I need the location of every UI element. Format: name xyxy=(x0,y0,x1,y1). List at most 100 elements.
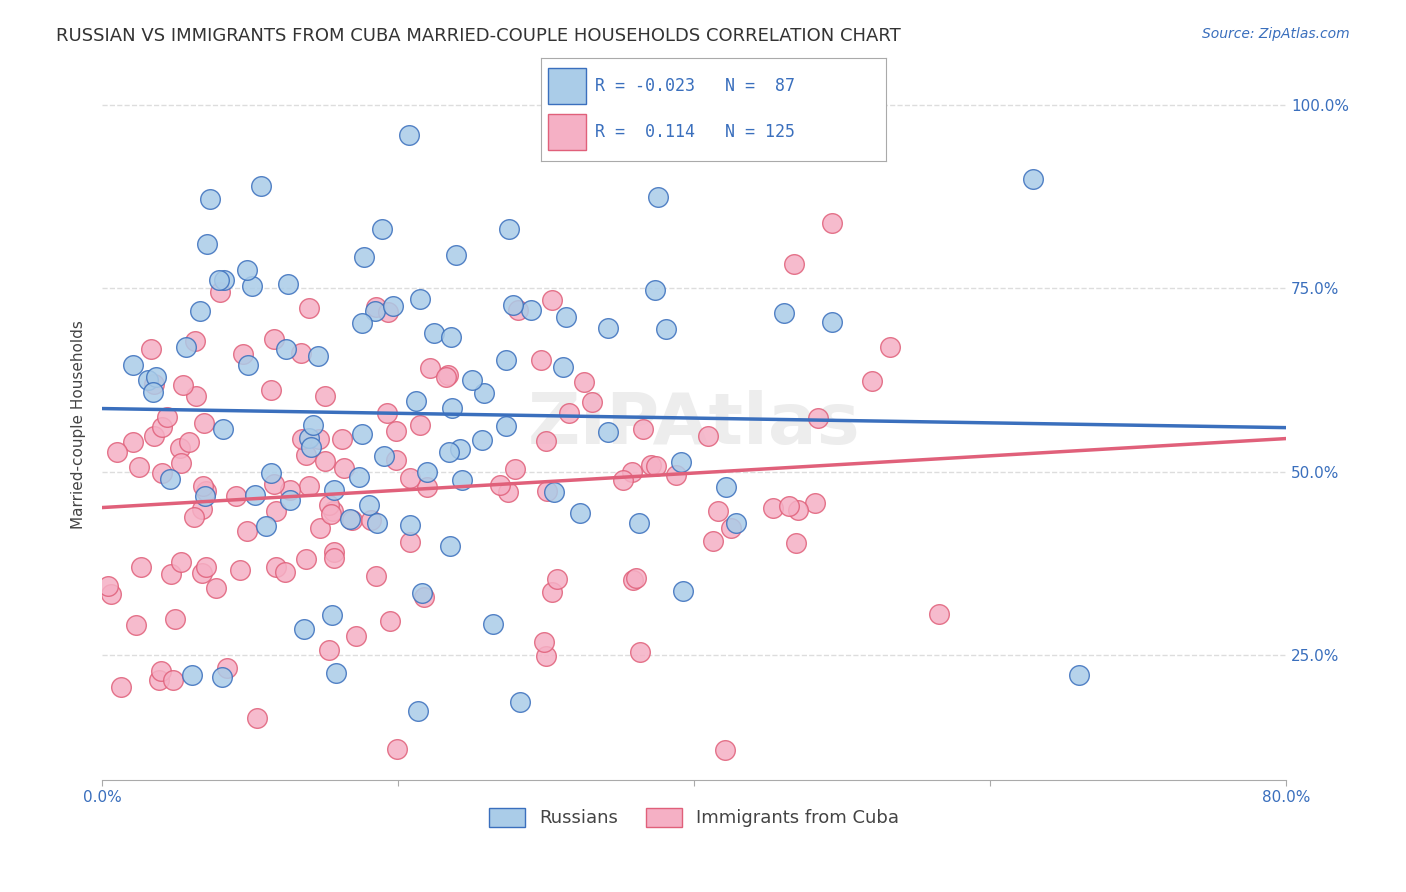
Point xyxy=(533,635,555,649)
Point xyxy=(520,303,543,318)
Text: ZIPAtlas: ZIPAtlas xyxy=(527,390,860,458)
Point xyxy=(278,483,301,497)
Point xyxy=(121,434,143,449)
Point xyxy=(706,504,728,518)
Point xyxy=(193,416,215,430)
Point xyxy=(530,353,553,368)
Point xyxy=(212,422,235,436)
Point xyxy=(186,389,208,403)
Point xyxy=(110,680,132,694)
Point xyxy=(163,611,186,625)
Point xyxy=(373,450,395,464)
Point xyxy=(437,445,460,459)
Point xyxy=(292,622,315,636)
Point xyxy=(654,322,676,336)
Point xyxy=(339,512,361,526)
Point xyxy=(353,250,375,264)
Point xyxy=(416,465,439,479)
Text: Source: ZipAtlas.com: Source: ZipAtlas.com xyxy=(1202,27,1350,41)
Point xyxy=(340,513,363,527)
Point xyxy=(97,578,120,592)
Point xyxy=(787,503,810,517)
Point xyxy=(142,384,165,399)
Point xyxy=(375,406,398,420)
Point xyxy=(360,513,382,527)
Point xyxy=(177,435,200,450)
Point xyxy=(557,406,579,420)
Point xyxy=(405,393,427,408)
Bar xyxy=(548,69,586,104)
Point xyxy=(416,480,439,494)
Point xyxy=(412,590,434,604)
Point xyxy=(170,555,193,569)
Point xyxy=(702,534,724,549)
Point xyxy=(277,277,299,292)
Point xyxy=(546,572,568,586)
Point xyxy=(139,342,162,356)
Point xyxy=(225,489,247,503)
Point xyxy=(150,466,173,480)
Point xyxy=(821,314,844,328)
Point xyxy=(860,374,883,388)
Point xyxy=(508,302,530,317)
Point xyxy=(626,571,648,585)
Point xyxy=(449,442,471,456)
Point xyxy=(145,370,167,384)
Point xyxy=(411,586,433,600)
Point xyxy=(803,496,825,510)
Point xyxy=(322,545,344,559)
Point xyxy=(321,608,343,623)
Point xyxy=(384,424,406,438)
Point xyxy=(509,695,531,709)
Point xyxy=(644,458,666,473)
Point xyxy=(783,257,806,271)
Point xyxy=(100,587,122,601)
Point xyxy=(366,568,388,582)
Legend: Russians, Immigrants from Cuba: Russians, Immigrants from Cuba xyxy=(482,801,907,835)
Point xyxy=(807,411,830,425)
Point xyxy=(152,420,174,434)
Point xyxy=(263,477,285,491)
Point xyxy=(366,300,388,314)
Point xyxy=(107,445,129,459)
Point xyxy=(409,417,432,432)
Point xyxy=(644,283,666,297)
Point xyxy=(879,340,901,354)
Point xyxy=(569,506,592,520)
Point xyxy=(536,484,558,499)
Point xyxy=(148,673,170,687)
Point xyxy=(322,504,344,518)
Point xyxy=(195,560,218,574)
Point xyxy=(308,433,330,447)
Point xyxy=(142,376,165,391)
Point xyxy=(302,418,325,433)
Point xyxy=(211,670,233,684)
Point xyxy=(347,470,370,484)
Point xyxy=(160,566,183,581)
Point xyxy=(385,453,408,467)
Point xyxy=(208,285,231,300)
Point xyxy=(290,432,312,446)
Point xyxy=(181,668,204,682)
Point xyxy=(647,190,669,204)
Point xyxy=(121,358,143,372)
Point xyxy=(344,629,367,643)
Point xyxy=(249,178,271,193)
Point xyxy=(495,352,517,367)
Point xyxy=(446,248,468,262)
Point xyxy=(628,645,651,659)
Point xyxy=(243,488,266,502)
Point xyxy=(183,510,205,524)
Point xyxy=(1067,668,1090,682)
Point xyxy=(398,534,420,549)
Point xyxy=(555,310,578,324)
Point xyxy=(131,560,153,574)
Point xyxy=(170,456,193,470)
Point xyxy=(640,458,662,472)
Point xyxy=(541,293,564,307)
Text: RUSSIAN VS IMMIGRANTS FROM CUBA MARRIED-COUPLE HOUSEHOLDS CORRELATION CHART: RUSSIAN VS IMMIGRANTS FROM CUBA MARRIED-… xyxy=(56,27,901,45)
Point xyxy=(264,560,287,574)
Point xyxy=(321,507,343,521)
Point xyxy=(581,395,603,409)
Point xyxy=(714,481,737,495)
